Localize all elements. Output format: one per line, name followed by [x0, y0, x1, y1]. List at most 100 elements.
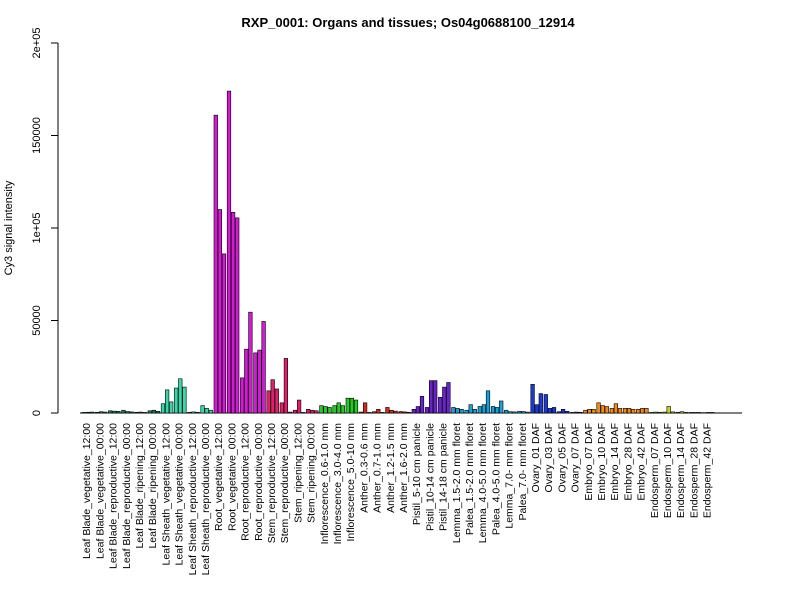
bar [125, 411, 130, 414]
y-tick-label: 50000 [31, 305, 43, 336]
bar [406, 411, 411, 414]
bar [112, 410, 117, 414]
x-tick-label: Lemma_4.0-5.0 mm floret [477, 423, 489, 543]
bar [499, 400, 504, 414]
bar [231, 211, 236, 414]
bar [204, 408, 209, 414]
x-tick-label: Leaf Blade_vegetative_12:00 [81, 423, 93, 559]
bar [485, 390, 491, 414]
x-tick-label: Stem_reproductive_00:00 [279, 423, 291, 543]
bar [670, 411, 675, 414]
bar [200, 405, 205, 414]
x-tick-labels: Leaf Blade_vegetative_12:00 Leaf Blade_ve… [81, 423, 713, 576]
bar [587, 408, 592, 414]
x-tick-label: Ovary_01 DAF [530, 423, 542, 492]
bar [490, 406, 496, 414]
x-tick-label: Leaf Blade_ripening_00:00 [147, 423, 159, 549]
x-tick-label: Leaf Blade_ripening_12:00 [134, 423, 146, 549]
bar [195, 411, 200, 414]
bar [481, 404, 487, 414]
bar [622, 408, 628, 414]
bar [208, 409, 213, 414]
bar [477, 406, 482, 414]
x-tick-label: Embryo_14 DAF [609, 423, 621, 501]
bar [257, 349, 262, 414]
bar [121, 409, 126, 414]
bar [464, 409, 469, 414]
x-tick-label: Inflorescence_3.0-4.0 mm [332, 423, 344, 545]
bar [534, 404, 539, 414]
bar [151, 409, 157, 414]
x-tick-label: Palea_4.0-5.0 mm floret [490, 423, 502, 535]
bar [292, 409, 298, 414]
bar [310, 409, 315, 414]
bar [129, 411, 134, 414]
x-tick-label: Lemma_7.0- mm floret [504, 423, 516, 529]
bar [235, 217, 240, 414]
bar [438, 396, 443, 414]
bar [332, 405, 337, 414]
bar [521, 411, 526, 414]
bar [591, 408, 596, 414]
bar [81, 412, 86, 414]
bar [547, 408, 552, 414]
x-tick-label: Leaf Blade_vegetative_00:00 [94, 423, 106, 559]
x-tick-label: Embryo_42 DAF [636, 423, 648, 501]
bar [353, 399, 359, 414]
bar [451, 407, 456, 414]
bar [442, 386, 447, 414]
x-tick-label: Leaf Blade_reproductive_00:00 [121, 423, 133, 569]
bar [649, 412, 654, 414]
bar [138, 411, 143, 414]
bar [411, 408, 416, 414]
bar [327, 407, 332, 414]
x-tick-label: Endosperm_28 DAF [688, 423, 700, 518]
bar [380, 412, 385, 414]
x-tick-label: Endosperm_07 DAF [649, 423, 661, 518]
bar [560, 408, 566, 414]
bar [433, 380, 438, 414]
x-tick-label: Anther_1.6-2.0 mm [398, 423, 410, 513]
bar [504, 409, 509, 414]
x-tick-label: Palea_7.0- mm floret [517, 423, 529, 521]
x-tick-label: Pistil_10-14 cm panicle [424, 423, 436, 531]
bar [517, 411, 522, 414]
x-tick-label: Anther_0.3-0.6 mm [358, 423, 370, 513]
bar [134, 411, 139, 414]
y-tick-label: 0 [31, 410, 43, 416]
bar [472, 408, 477, 414]
bar [626, 408, 632, 414]
bar [244, 348, 249, 414]
bars [81, 90, 715, 414]
x-tick-label: Anther_0.7-1.0 mm [372, 423, 384, 513]
bar [675, 411, 680, 414]
bar [551, 407, 557, 414]
bar [683, 412, 689, 414]
bar [455, 408, 460, 414]
bar [609, 408, 614, 414]
y-tick-label: 1e+05 [31, 213, 43, 244]
bar [99, 411, 104, 414]
bar [538, 393, 543, 414]
bar [385, 407, 390, 414]
bar [116, 411, 121, 414]
bar [213, 114, 218, 414]
bar [349, 397, 355, 414]
bar [270, 379, 275, 414]
x-tick-label: Root_vegetative_12:00 [213, 423, 225, 531]
x-tick-label: Leaf Blade_reproductive_12:00 [108, 423, 120, 569]
x-tick-label: Pistil_14-18 cm panicle [438, 423, 450, 531]
bar [530, 384, 535, 414]
bar [178, 378, 183, 414]
bar [376, 408, 381, 414]
bar [393, 410, 398, 414]
bar [578, 411, 583, 414]
bar [636, 408, 641, 414]
bar [459, 408, 464, 414]
x-tick-label: Leaf Sheath_vegetative_00:00 [174, 423, 186, 566]
bar [424, 407, 430, 414]
bar [468, 404, 473, 414]
bar [543, 394, 548, 414]
x-tick-label: Root_reproductive_12:00 [240, 423, 252, 541]
x-tick-label: Lemma_1.5-2.0 mm floret [451, 423, 463, 543]
